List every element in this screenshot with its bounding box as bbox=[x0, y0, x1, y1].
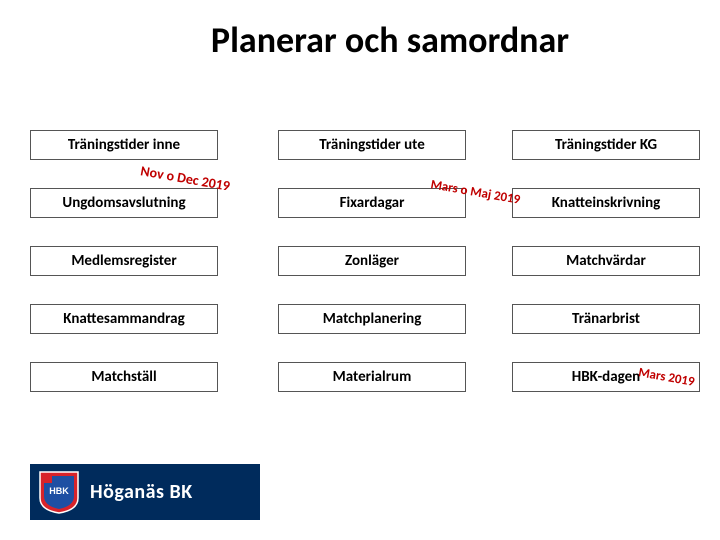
shield-icon: HBK bbox=[38, 470, 80, 514]
table-cell: Matchställ bbox=[30, 362, 218, 392]
table-cell: Medlemsregister bbox=[30, 246, 218, 276]
table-cell: Matchvärdar bbox=[512, 246, 700, 276]
club-logo: HBK Höganäs BK bbox=[30, 464, 260, 520]
table-cell: Materialrum bbox=[278, 362, 466, 392]
table-cell: Ungdomsavslutning bbox=[30, 188, 218, 218]
table-cell: Knattesammandrag bbox=[30, 304, 218, 334]
table-cell: HBK-dagen bbox=[512, 362, 700, 392]
table-cell: Fixardagar bbox=[278, 188, 466, 218]
table-cell: Träningstider KG bbox=[512, 130, 700, 160]
planning-table: Träningstider inne Träningstider ute Trä… bbox=[30, 130, 700, 420]
table-cell: Tränarbrist bbox=[512, 304, 700, 334]
shield-text: HBK bbox=[49, 486, 69, 496]
table-cell: Träningstider inne bbox=[30, 130, 218, 160]
table-cell: Knatteinskrivning bbox=[512, 188, 700, 218]
club-name: Höganäs BK bbox=[90, 480, 193, 504]
table-cell: Zonläger bbox=[278, 246, 466, 276]
table-cell: Träningstider ute bbox=[278, 130, 466, 160]
table-cell: Matchplanering bbox=[278, 304, 466, 334]
page-title: Planerar och samordnar bbox=[0, 0, 720, 72]
